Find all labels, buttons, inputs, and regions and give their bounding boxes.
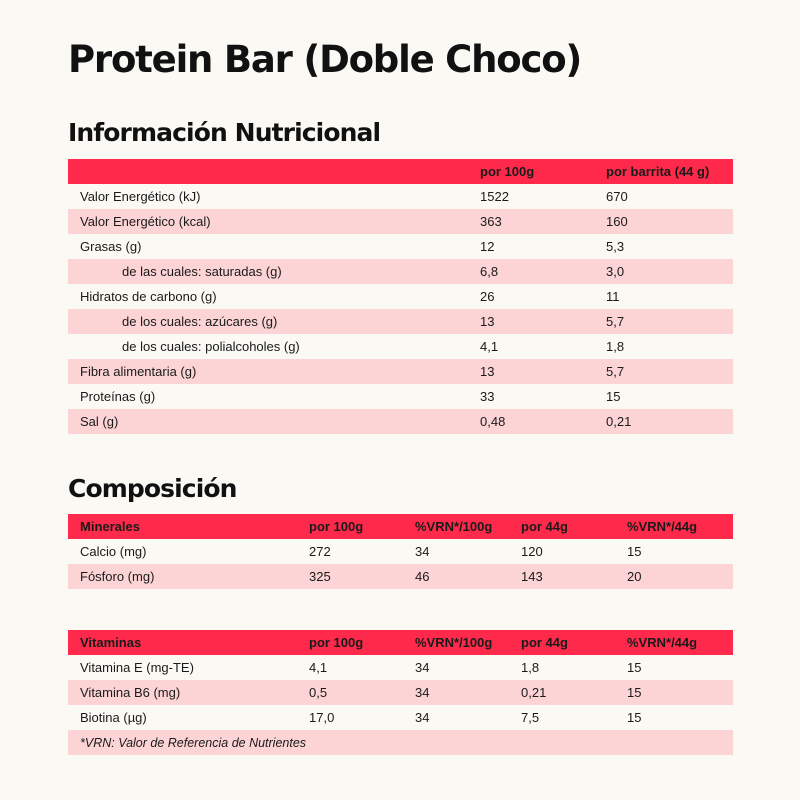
table-cell: 34 (403, 680, 509, 705)
vitamins-table: Vitaminas por 100g %VRN*/100g por 44g %V… (68, 630, 733, 755)
value-per-bar: 670 (606, 189, 628, 204)
nutrition-header-row: por 100g por barrita (44 g) (68, 159, 733, 184)
table-cell: 0,5 (297, 680, 403, 705)
table-cell: 272 (309, 544, 331, 559)
value-per-bar: 5,7 (594, 359, 733, 384)
row-label: Fósforo (mg) (68, 564, 297, 589)
header-cell (68, 159, 468, 184)
table-row: Fósforo (mg) 325 46 143 20 (68, 564, 733, 589)
value-per100: 4,1 (480, 339, 499, 354)
value-per100: 13 (468, 359, 594, 384)
table-cell: 15 (627, 660, 642, 675)
table-cell: 15 (627, 710, 642, 725)
row-label: de los cuales: polialcoholes (g) (122, 339, 300, 354)
value-per-bar: 3,0 (594, 259, 733, 284)
minerals-header-row: Minerales por 100g %VRN*/100g por 44g %V… (68, 514, 733, 539)
table-row: Valor Energético (kJ) 1522 670 (68, 184, 733, 209)
row-label: Valor Energético (kJ) (80, 189, 201, 204)
header-cell: %VRN*/100g (403, 514, 509, 539)
table-cell: 120 (521, 544, 543, 559)
table-row: Vitamina B6 (mg) 0,5 34 0,21 15 (68, 680, 733, 705)
table-cell: 34 (415, 544, 430, 559)
table-cell: 20 (615, 564, 733, 589)
footnote-row: *VRN: Valor de Referencia de Nutrientes (68, 730, 733, 755)
header-cell: %VRN*/44g (615, 514, 733, 539)
composition-heading: Composición (68, 474, 237, 503)
row-label: Calcio (mg) (80, 544, 147, 559)
value-per-bar: 0,21 (594, 409, 733, 434)
header-cell: por 100g (297, 514, 403, 539)
table-cell: 34 (415, 710, 430, 725)
value-per100: 1522 (480, 189, 509, 204)
table-cell: 15 (627, 544, 642, 559)
table-cell: 15 (615, 680, 733, 705)
table-cell: 0,21 (509, 680, 615, 705)
table-row: Sal (g) 0,48 0,21 (68, 409, 733, 434)
header-cell: %VRN*/100g (403, 630, 509, 655)
value-per100: 26 (480, 289, 495, 304)
table-row: Calcio (mg) 272 34 120 15 (68, 539, 733, 564)
header-cell: %VRN*/44g (615, 630, 733, 655)
footnote: *VRN: Valor de Referencia de Nutrientes (68, 730, 733, 755)
row-label: Grasas (g) (80, 239, 142, 254)
table-row: Fibra alimentaria (g) 13 5,7 (68, 359, 733, 384)
table-cell: 4,1 (309, 660, 328, 675)
row-label: Sal (g) (68, 409, 468, 434)
row-label: de los cuales: azúcares (g) (68, 309, 468, 334)
header-cell: por barrita (44 g) (594, 159, 733, 184)
page-title: Protein Bar (Doble Choco) (68, 38, 582, 81)
table-cell: 34 (415, 660, 430, 675)
value-per-bar: 11 (606, 289, 620, 304)
value-per100: 33 (480, 389, 495, 404)
table-cell: 1,8 (521, 660, 540, 675)
value-per-bar: 5,7 (594, 309, 733, 334)
header-cell: por 100g (468, 159, 594, 184)
row-label: Fibra alimentaria (g) (68, 359, 468, 384)
header-cell: Minerales (68, 514, 297, 539)
value-per-bar: 5,3 (606, 239, 625, 254)
table-row: Proteínas (g) 33 15 (68, 384, 733, 409)
header-cell: por 44g (509, 630, 615, 655)
vitamins-header-row: Vitaminas por 100g %VRN*/100g por 44g %V… (68, 630, 733, 655)
table-row: Biotina (µg) 17,0 34 7,5 15 (68, 705, 733, 730)
value-per-bar: 160 (594, 209, 733, 234)
minerals-table: Minerales por 100g %VRN*/100g por 44g %V… (68, 514, 733, 589)
header-cell: por 100g (297, 630, 403, 655)
table-row: Valor Energético (kcal) 363 160 (68, 209, 733, 234)
table-row: Grasas (g) 12 5,3 (68, 234, 733, 259)
value-per100: 6,8 (468, 259, 594, 284)
value-per-bar: 15 (606, 389, 621, 404)
nutrition-table: por 100g por barrita (44 g) Valor Energé… (68, 159, 733, 434)
table-cell: 325 (297, 564, 403, 589)
row-label: Valor Energético (kcal) (68, 209, 468, 234)
table-cell: 143 (509, 564, 615, 589)
table-cell: 17,0 (309, 710, 335, 725)
row-label: Biotina (µg) (80, 710, 147, 725)
table-row: de los cuales: azúcares (g) 13 5,7 (68, 309, 733, 334)
value-per-bar: 1,8 (606, 339, 625, 354)
value-per100: 363 (468, 209, 594, 234)
value-per100: 12 (480, 239, 495, 254)
value-per100: 0,48 (468, 409, 594, 434)
row-label: Hidratos de carbono (g) (80, 289, 217, 304)
table-row: Vitamina E (mg-TE) 4,1 34 1,8 15 (68, 655, 733, 680)
header-cell: Vitaminas (68, 630, 297, 655)
row-label: Vitamina E (mg-TE) (80, 660, 194, 675)
value-per100: 13 (468, 309, 594, 334)
table-row: Hidratos de carbono (g) 26 11 (68, 284, 733, 309)
table-cell: 46 (403, 564, 509, 589)
row-label: Vitamina B6 (mg) (68, 680, 297, 705)
table-row: de los cuales: polialcoholes (g) 4,1 1,8 (68, 334, 733, 359)
header-cell: por 44g (509, 514, 615, 539)
table-cell: 7,5 (521, 710, 540, 725)
row-label: de las cuales: saturadas (g) (68, 259, 468, 284)
row-label: Proteínas (g) (80, 389, 156, 404)
table-row: de las cuales: saturadas (g) 6,8 3,0 (68, 259, 733, 284)
nutrition-heading: Información Nutricional (68, 118, 381, 147)
